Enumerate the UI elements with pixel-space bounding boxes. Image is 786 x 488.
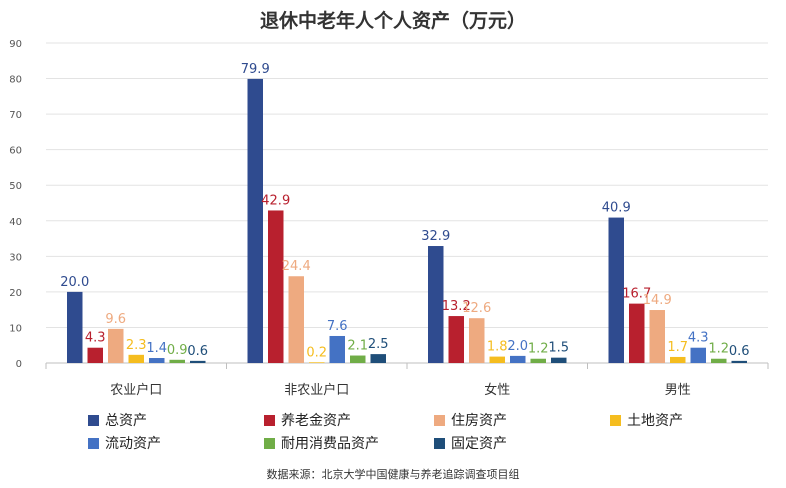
source-note: 数据来源：北京大学中国健康与养老追踪调查项目组 [266, 468, 520, 481]
bar [489, 356, 505, 363]
legend-label: 固定资产 [451, 436, 507, 452]
data-label: 0.2 [306, 345, 327, 360]
legend-label: 流动资产 [105, 436, 161, 452]
y-tick-label: 20 [9, 288, 22, 299]
x-tick-label: 农业户口 [110, 382, 162, 398]
legend-item: 总资产 [88, 410, 147, 430]
y-tick-label: 30 [9, 252, 22, 263]
bar [530, 358, 546, 363]
y-tick-label: 80 [9, 75, 22, 86]
chart-title: 退休中老年人个人资产（万元） [259, 10, 526, 32]
bar [288, 276, 304, 363]
bar [510, 355, 526, 363]
legend-swatch [264, 437, 275, 449]
y-tick-label: 50 [9, 181, 22, 192]
legend-label: 耐用消费品资产 [281, 436, 379, 452]
y-tick-label: 60 [9, 146, 22, 157]
data-label: 32.9 [421, 229, 450, 244]
legend-swatch [88, 414, 99, 426]
bar [448, 316, 464, 363]
legend-item: 住房资产 [434, 410, 507, 430]
data-label: 13.2 [442, 299, 471, 314]
data-label: 7.6 [327, 319, 348, 334]
data-label: 4.3 [85, 331, 106, 346]
data-label: 0.6 [187, 344, 208, 359]
bar [67, 291, 83, 363]
bar [190, 360, 206, 363]
bar [268, 210, 284, 363]
bar [629, 303, 645, 363]
bar [469, 318, 485, 363]
bar [108, 328, 124, 363]
bar [370, 354, 386, 363]
y-tick-label: 70 [9, 110, 22, 121]
data-label: 9.6 [105, 312, 126, 327]
bar [149, 358, 165, 363]
y-tick-label: 10 [9, 323, 22, 334]
data-label: 0.6 [729, 344, 750, 359]
bar [350, 355, 366, 363]
data-label: 2.3 [126, 338, 147, 353]
legend-swatch [610, 414, 621, 426]
y-tick-label: 90 [9, 39, 22, 50]
y-tick-label: 0 [16, 359, 22, 370]
bar [329, 335, 345, 363]
bar [169, 359, 185, 363]
bar [711, 358, 727, 363]
x-tick-label: 非农业户口 [284, 382, 349, 398]
data-label: 1.5 [548, 341, 569, 356]
data-label: 24.4 [282, 259, 311, 274]
bar [87, 347, 103, 363]
data-label: 2.0 [507, 339, 528, 354]
data-label: 4.3 [688, 331, 709, 346]
bar [649, 310, 665, 363]
bar [309, 362, 325, 363]
bar [428, 246, 444, 363]
data-label: 1.8 [487, 340, 508, 355]
bar [128, 354, 144, 363]
data-label: 2.5 [368, 337, 389, 352]
x-tick-label: 男性 [665, 383, 691, 398]
data-label: 40.9 [602, 201, 631, 216]
data-label: 1.2 [708, 342, 729, 357]
data-label: 14.9 [643, 293, 672, 308]
bar [247, 78, 263, 364]
legend-item: 流动资产 [88, 433, 161, 453]
data-label: 16.7 [622, 287, 651, 302]
bar [731, 360, 747, 363]
bar [690, 347, 706, 363]
legend-item: 养老金资产 [264, 410, 351, 430]
data-label: 0.9 [167, 343, 188, 358]
bar [608, 217, 624, 363]
data-label: 1.4 [146, 341, 167, 356]
bar [670, 356, 686, 363]
legend-item: 耐用消费品资产 [264, 433, 379, 453]
y-tick-label: 40 [9, 217, 22, 228]
legend-label: 养老金资产 [281, 413, 351, 429]
legend-swatch [264, 414, 275, 426]
legend-swatch [434, 414, 445, 426]
legend-label: 住房资产 [451, 413, 507, 429]
data-label: 20.0 [60, 275, 89, 290]
legend-label: 总资产 [105, 413, 147, 429]
data-label: 1.7 [667, 340, 688, 355]
data-label: 79.9 [241, 62, 270, 77]
data-label: 12.6 [462, 301, 491, 316]
data-label: 1.2 [528, 342, 549, 357]
legend-swatch [88, 437, 99, 449]
x-tick-label: 女性 [484, 382, 510, 398]
data-label: 42.9 [261, 193, 290, 208]
legend-item: 固定资产 [434, 433, 507, 453]
legend-label: 土地资产 [627, 413, 683, 429]
legend-item: 土地资产 [610, 410, 683, 430]
bar [551, 357, 567, 363]
data-label: 2.1 [347, 339, 368, 354]
legend-swatch [434, 437, 445, 449]
